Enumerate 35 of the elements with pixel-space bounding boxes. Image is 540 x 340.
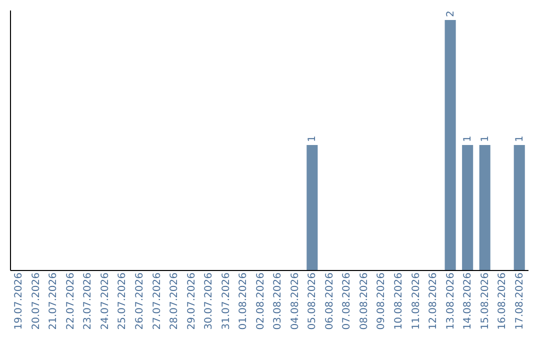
x-tick-label: 15.08.2026 [480, 272, 491, 330]
x-tick-label: 20.07.2026 [30, 272, 42, 330]
x-tick-label: 06.08.2026 [324, 272, 336, 330]
data-label: 2 [445, 10, 456, 17]
x-tick-label: 27.07.2026 [152, 272, 163, 330]
x-tick-label: 17.08.2026 [514, 272, 526, 330]
x-tick-label: 12.08.2026 [428, 272, 440, 330]
x-tick-label: 10.08.2026 [394, 272, 404, 330]
x-tick-label: 05.08.2026 [307, 272, 318, 330]
x-tick-label: 01.08.2026 [238, 272, 250, 330]
x-tick-label: 23.07.2026 [82, 272, 94, 330]
x-tick-label: 31.07.2026 [220, 272, 232, 330]
x-tick-label: 02.08.2026 [255, 272, 266, 330]
x-tick-label: 11.08.2026 [410, 272, 422, 330]
data-label: 1 [307, 136, 318, 142]
x-tick-label: 19.07.2026 [14, 272, 25, 330]
x-tick-label: 07.08.2026 [342, 272, 353, 330]
x-tick-label: 30.07.2026 [204, 272, 215, 330]
x-tick-label: 16.08.2026 [497, 272, 508, 330]
x-tick-label: 28.07.2026 [169, 272, 180, 330]
x-tick-label: 29.07.2026 [186, 272, 198, 330]
data-label: 1 [514, 136, 526, 142]
x-tick-label: 14.08.2026 [462, 272, 474, 330]
x-tick-label: 03.08.2026 [272, 272, 284, 330]
x-tick-label: 08.08.2026 [358, 272, 370, 330]
x-tick-label: 21.07.2026 [48, 272, 60, 330]
x-tick-label: 13.08.2026 [445, 272, 456, 330]
x-tick-label: 04.08.2026 [290, 272, 301, 330]
data-label: 1 [480, 136, 491, 142]
x-tick-label: 24.07.2026 [100, 272, 111, 330]
x-tick-label: 25.07.2026 [117, 272, 128, 330]
x-tick-label: 22.07.2026 [65, 272, 76, 330]
x-tick-label: 26.07.2026 [134, 272, 146, 330]
x-tick-label: 09.08.2026 [376, 272, 388, 330]
data-label: 1 [462, 136, 474, 142]
